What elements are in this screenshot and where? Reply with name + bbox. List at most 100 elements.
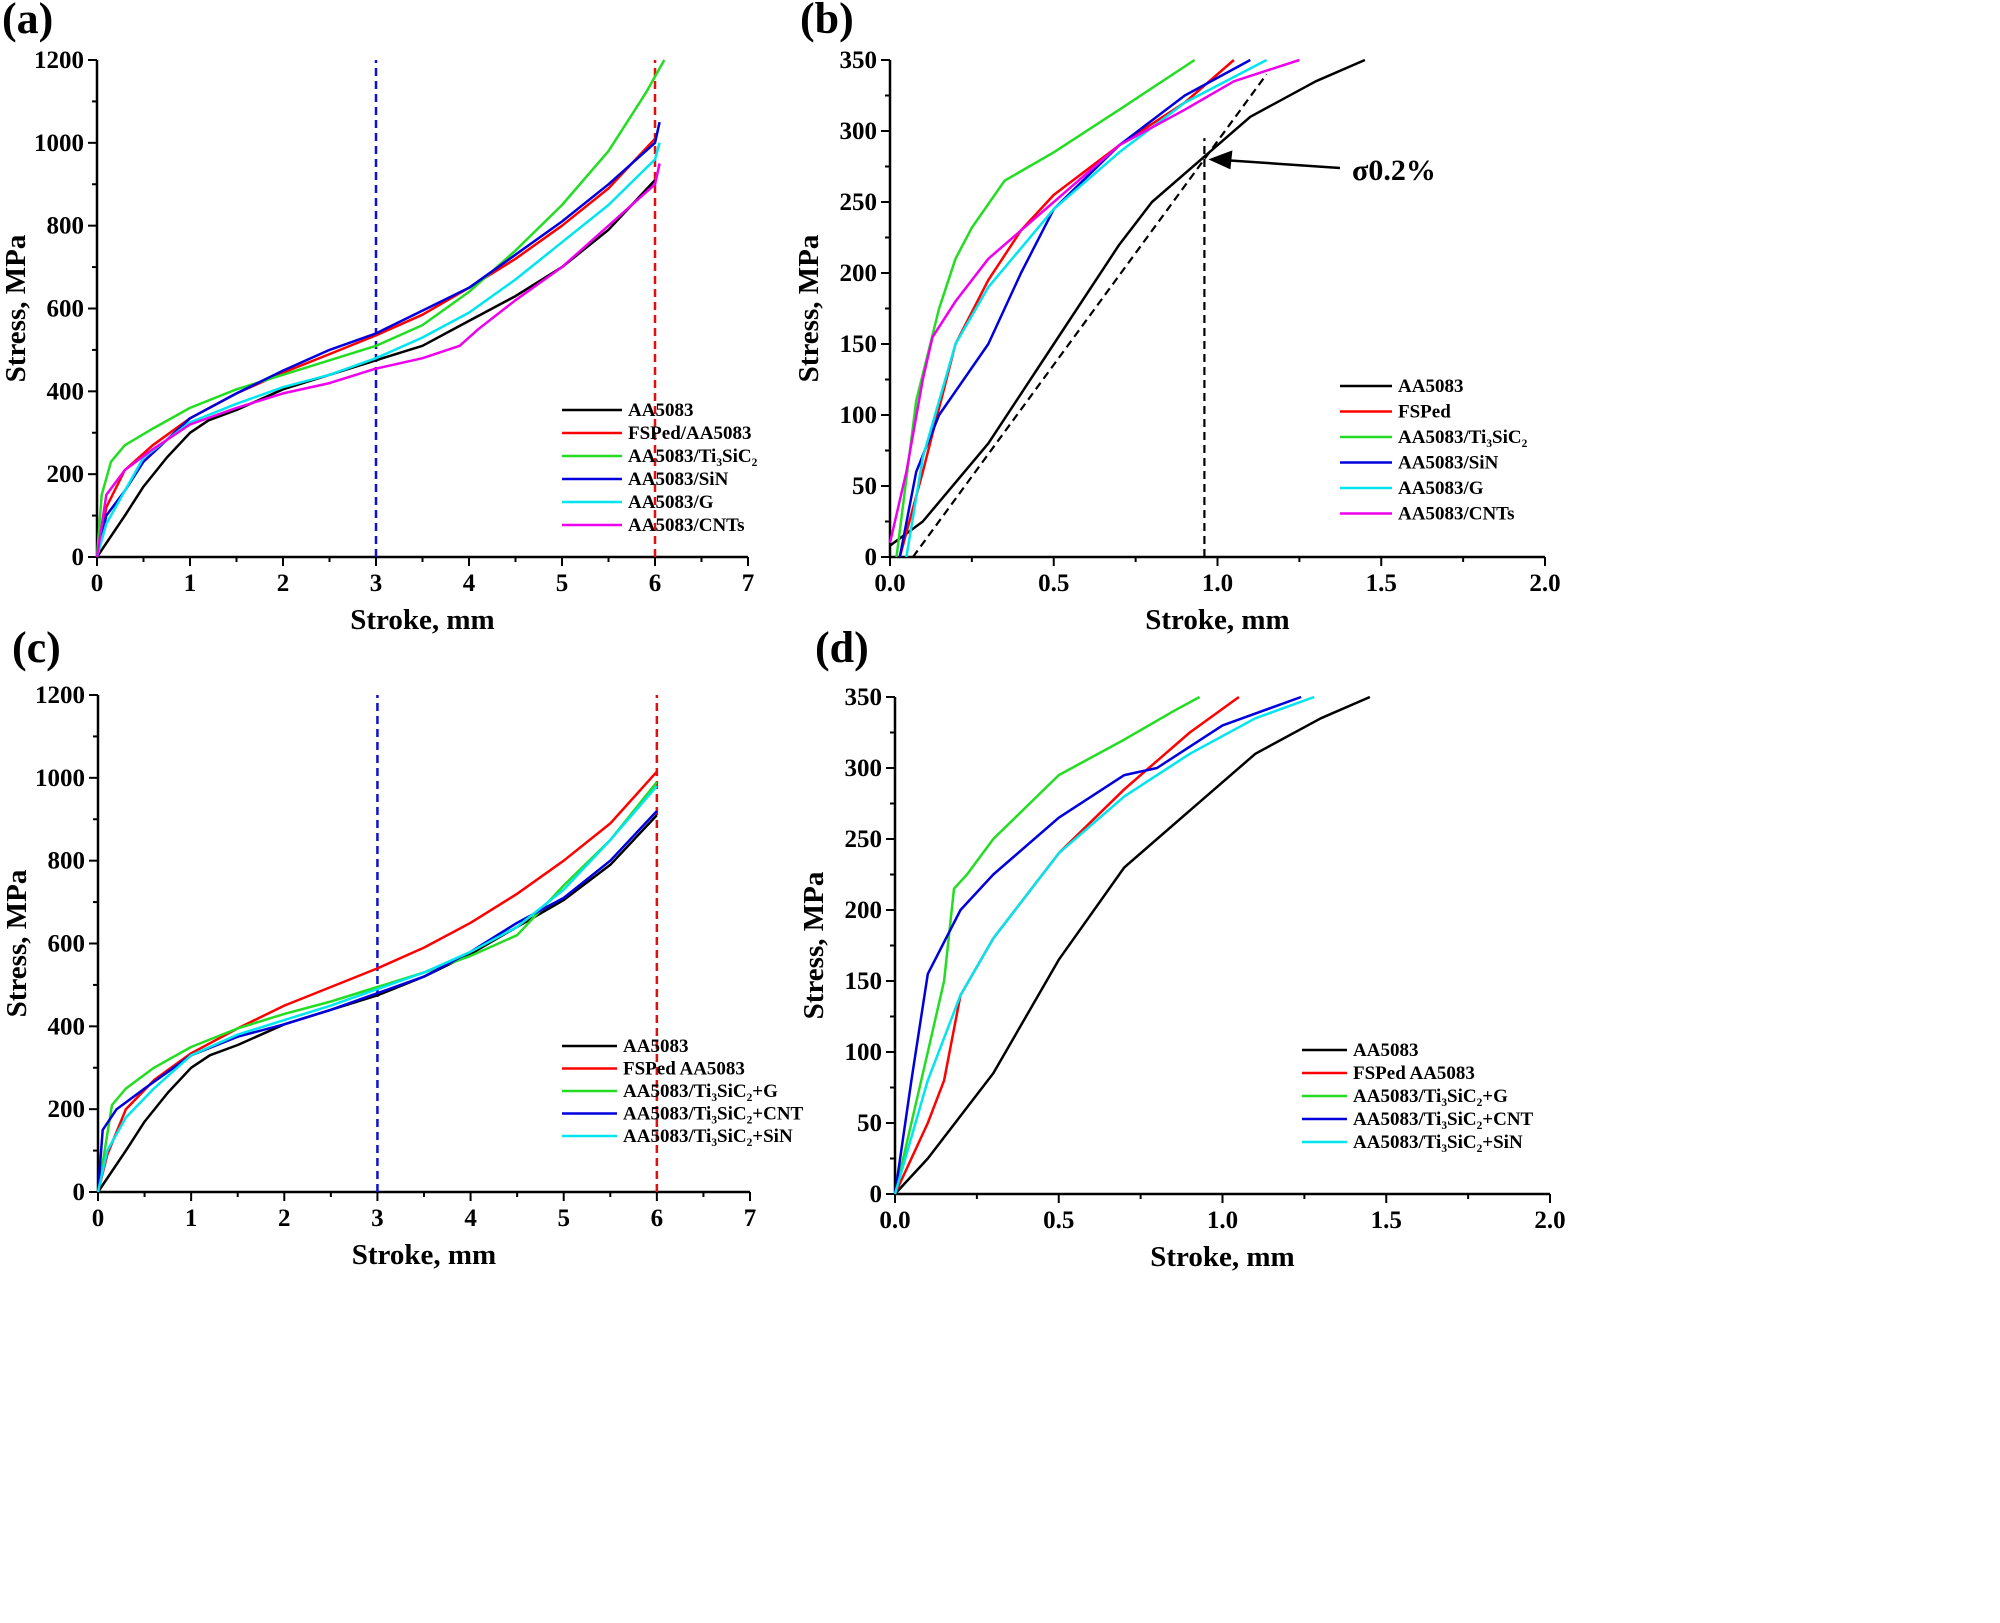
- series-line-2: [96, 781, 658, 1193]
- series-line-1: [96, 770, 658, 1193]
- x-tick-label: 2.0: [1534, 1207, 1565, 1234]
- legend-label: AA5083/Ti₃SiC₂+CNT: [623, 1104, 804, 1125]
- legend: AA5083FSPed/AA5083AA5083/Ti₃SiC₂AA5083/S…: [562, 400, 758, 536]
- legend-label: AA5083/Ti₃SiC₂+SiN: [1353, 1132, 1523, 1153]
- series-line-2: [893, 695, 1201, 1195]
- x-tick-label: 4: [463, 570, 476, 597]
- legend-label: AA5083/Ti₃SiC₂+CNT: [1353, 1109, 1534, 1130]
- legend-label: AA5083/CNTs: [1398, 504, 1515, 525]
- y-tick-label: 800: [48, 848, 86, 875]
- series-line-3: [96, 810, 658, 1193]
- panel-a: (a) 0 1 2 3 4 5 6 7 0 200 400 600 800 1000 1200 Stroke, …: [0, 0, 758, 636]
- series-line-2: [895, 58, 1196, 558]
- panel-d: (d) 0.0 0.5 1.0 1.5 2.0 0 50 100 150 200 250 300 350 S…: [798, 623, 1566, 1273]
- legend-label: AA5083/Ti₃SiC₂+G: [623, 1081, 778, 1102]
- y-tick-label: 300: [845, 755, 883, 782]
- panel-b: (b) 0.0 0.5 1.0 1.5 2.0 0 50 100 150 200 250 300 350 S…: [793, 0, 1561, 636]
- x-tick-label: 0: [91, 570, 104, 597]
- series-line-0: [894, 695, 1371, 1195]
- series-line-4: [96, 785, 658, 1193]
- y-tick-label: 1000: [34, 130, 84, 157]
- annotation-arrow-head: [1208, 150, 1233, 170]
- x-tick-label: 2.0: [1529, 570, 1560, 597]
- y-tick-label: 600: [47, 296, 85, 323]
- panel-label: (a): [2, 0, 53, 43]
- legend-label: AA5083/SiN: [628, 469, 729, 490]
- legend-label: AA5083/CNTs: [628, 515, 745, 536]
- x-tick-label: 7: [744, 1205, 757, 1232]
- legend-label: AA5083/Ti₃SiC₂: [628, 446, 758, 467]
- y-tick-label: 200: [840, 260, 878, 287]
- legend-label: FSPed AA5083: [1353, 1063, 1475, 1084]
- series-line-5: [95, 163, 661, 558]
- x-tick-label: 0.5: [1038, 570, 1069, 597]
- x-tick-label: 0.0: [874, 570, 905, 597]
- x-tick-label: 0.0: [879, 1207, 910, 1234]
- panel-c: (c) 0 1 2 3 4 5 6 7 0 200 400 600 800 1000 1200 Stroke, …: [1, 623, 804, 1271]
- series-line-0: [889, 58, 1366, 547]
- x-tick-label: 0: [92, 1205, 105, 1232]
- x-tick-label: 4: [464, 1205, 477, 1232]
- y-tick-label: 1200: [34, 47, 84, 74]
- legend-label: FSPed: [1398, 402, 1451, 423]
- legend-label: FSPed/AA5083: [628, 423, 752, 444]
- y-tick-label: 350: [840, 47, 878, 74]
- legend-label: AA5083: [1398, 376, 1463, 397]
- x-axis-label: Stroke, mm: [352, 1239, 496, 1271]
- legend-label: AA5083/Ti₃SiC₂: [1398, 427, 1528, 448]
- series-line-4: [95, 142, 661, 558]
- y-tick-label: 0: [865, 544, 878, 571]
- legend: AA5083 FSPed AA5083/Ti₃SiC₂ AA5083/SiN AA508…: [1340, 376, 1528, 525]
- x-tick-label: 1.5: [1366, 570, 1397, 597]
- legend-label: AA5083/G: [628, 492, 714, 513]
- panel-label: (c): [12, 623, 61, 672]
- x-tick-label: 1.0: [1202, 570, 1233, 597]
- y-tick-label: 250: [845, 826, 883, 853]
- y-tick-label: 250: [840, 189, 878, 216]
- x-tick-label: 1.0: [1207, 1207, 1238, 1234]
- y-tick-label: 50: [857, 1110, 882, 1137]
- series-line-3: [95, 121, 661, 558]
- yield-annotation: σ0.2%: [1352, 154, 1436, 187]
- x-tick-label: 2: [278, 1205, 291, 1232]
- x-axis-label: Stroke, mm: [1145, 604, 1289, 636]
- y-tick-label: 50: [852, 473, 877, 500]
- x-tick-label: 5: [556, 570, 569, 597]
- y-tick-label: 150: [840, 331, 878, 358]
- x-axis-label: Stroke, mm: [1150, 1241, 1294, 1273]
- legend-label: AA5083/Ti₃SiC₂+SiN: [623, 1126, 793, 1147]
- y-tick-label: 600: [48, 931, 86, 958]
- series-line-4: [905, 58, 1268, 558]
- x-tick-label: 1: [184, 570, 197, 597]
- x-axis-label: Stroke, mm: [350, 604, 494, 636]
- y-tick-label: 0: [73, 1179, 86, 1206]
- y-tick-label: 200: [48, 1096, 86, 1123]
- offset-line: [912, 73, 1268, 558]
- series-line-4: [893, 695, 1315, 1195]
- y-axis-label: Stress, MPa: [0, 234, 32, 382]
- y-tick-label: 400: [48, 1013, 86, 1040]
- legend-label: FSPed AA5083: [623, 1059, 745, 1080]
- panel-label: (b): [800, 0, 854, 43]
- y-tick-label: 100: [845, 1039, 883, 1066]
- legend-label: AA5083/G: [1398, 478, 1484, 499]
- legend-label: AA5083: [1353, 1040, 1418, 1061]
- x-tick-label: 5: [557, 1205, 570, 1232]
- series-line-5: [888, 58, 1300, 544]
- x-tick-label: 2: [277, 570, 290, 597]
- annotation-arrow-shaft: [1228, 159, 1341, 170]
- y-tick-label: 0: [72, 544, 85, 571]
- y-tick-label: 150: [845, 968, 883, 995]
- x-tick-label: 7: [742, 570, 755, 597]
- x-tick-label: 6: [651, 1205, 664, 1232]
- y-axis-label: Stress, MPa: [798, 871, 830, 1019]
- legend-label: AA5083/Ti₃SiC₂+G: [1353, 1086, 1508, 1107]
- legend-label: AA5083: [623, 1036, 688, 1057]
- y-tick-label: 300: [840, 118, 878, 145]
- y-tick-label: 100: [840, 402, 878, 429]
- series-line-2: [95, 59, 666, 558]
- x-tick-label: 1.5: [1371, 1207, 1402, 1234]
- y-tick-label: 1200: [35, 682, 85, 709]
